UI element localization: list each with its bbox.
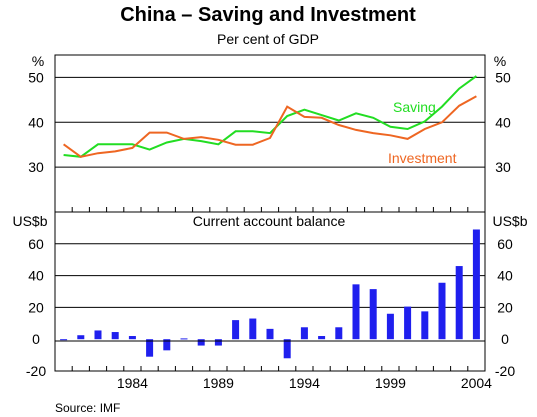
- y2-tick-label: 60: [497, 236, 513, 252]
- current-account-bar: [283, 339, 291, 359]
- current-account-bar: [249, 318, 257, 340]
- y1-unit-right: %: [494, 53, 506, 69]
- bottom-panel-gridlines: [55, 243, 485, 308]
- y2-tick-label: 20: [497, 299, 513, 315]
- panel2-title: Current account balance: [193, 213, 346, 229]
- y2-unit-left: US$b: [12, 213, 47, 229]
- x-tick-label: 1999: [375, 375, 406, 391]
- current-account-bar: [60, 339, 68, 341]
- current-account-bar: [335, 327, 343, 340]
- current-account-bar: [128, 336, 136, 340]
- current-account-bar: [472, 229, 480, 340]
- axis-ticks: [71, 207, 469, 371]
- y-tick-labels: 30 30 40 40 50 50 -20 -20 0 0 20 20 40 40 60 60: [26, 69, 515, 379]
- current-account-bar: [369, 289, 377, 340]
- y2-tick-label: 0: [32, 331, 40, 347]
- x-tick-label: 1989: [203, 375, 234, 391]
- x-tick-labels: 1984 1989 1994 1999 2004: [117, 375, 492, 391]
- x-tick-label: 1984: [117, 375, 148, 391]
- y2-tick-label: 40: [497, 268, 513, 284]
- plot-frame: [54, 54, 486, 372]
- current-account-bar: [111, 332, 119, 340]
- x-tick-label: 2004: [461, 375, 492, 391]
- saving-investment-lines: [63, 75, 477, 158]
- current-account-bar: [266, 328, 274, 340]
- y1-tick-label: 30: [28, 159, 44, 175]
- x-tick-label: 1994: [289, 375, 320, 391]
- current-account-bar: [352, 284, 360, 340]
- current-account-bar: [94, 330, 102, 340]
- current-account-bar: [438, 282, 446, 340]
- current-account-bar: [300, 327, 308, 340]
- saving-line: [63, 75, 477, 158]
- investment-line: [63, 95, 477, 158]
- y2-tick-label: -20: [26, 363, 46, 379]
- y1-tick-label: 50: [495, 69, 511, 85]
- y2-tick-label: 20: [28, 299, 44, 315]
- current-account-bar: [455, 266, 463, 340]
- y1-unit-left: %: [32, 53, 44, 69]
- y1-tick-label: 40: [28, 114, 44, 130]
- current-account-bars: [60, 229, 480, 359]
- legend-investment: Investment: [388, 150, 457, 166]
- current-account-bar: [214, 339, 222, 346]
- current-account-bar: [421, 311, 429, 340]
- y2-tick-label: 60: [28, 236, 44, 252]
- y2-tick-label: 0: [501, 331, 509, 347]
- y2-unit-right: US$b: [492, 213, 527, 229]
- y1-tick-label: 40: [495, 114, 511, 130]
- current-account-bar: [77, 335, 85, 340]
- y1-tick-label: 50: [28, 69, 44, 85]
- current-account-bar: [318, 336, 326, 340]
- chart-title: China – Saving and Investment: [120, 4, 416, 26]
- legend-saving: Saving: [393, 99, 436, 115]
- y2-tick-label: 40: [28, 268, 44, 284]
- current-account-bar: [404, 306, 412, 340]
- current-account-bar: [180, 338, 188, 340]
- chart-subtitle: Per cent of GDP: [217, 31, 319, 47]
- current-account-bar: [146, 339, 154, 357]
- current-account-bar: [232, 320, 240, 340]
- source-note: Source: IMF: [55, 401, 120, 415]
- y1-tick-label: 30: [495, 159, 511, 175]
- current-account-bar: [386, 313, 394, 340]
- current-account-bar: [163, 339, 171, 351]
- y2-tick-label: -20: [495, 363, 515, 379]
- top-panel-gridlines: [55, 76, 485, 168]
- current-account-bar: [197, 339, 205, 346]
